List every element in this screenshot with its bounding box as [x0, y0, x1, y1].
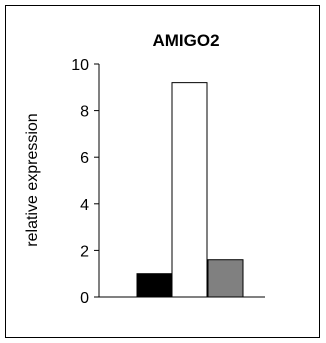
- bar-2: [171, 82, 208, 298]
- y-tick-label: 0: [80, 290, 89, 307]
- bar-3: [207, 259, 244, 298]
- y-tick-label: 8: [80, 104, 89, 121]
- y-tick-label: 4: [80, 197, 89, 214]
- plot-area: 0 2 4 6 8 10: [71, 57, 265, 307]
- chart-title: AMIGO2: [152, 31, 219, 50]
- y-axis-label: relative expression: [24, 113, 41, 246]
- bar-1: [136, 273, 173, 298]
- y-tick-label: 2: [80, 243, 89, 260]
- y-tick-label: 10: [71, 57, 89, 74]
- y-tick-label: 6: [80, 150, 89, 167]
